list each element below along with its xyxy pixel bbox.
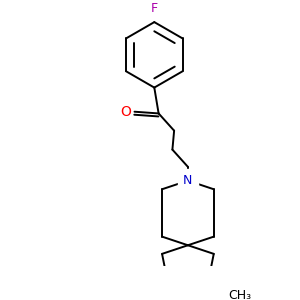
Text: N: N (183, 174, 193, 187)
Text: CH₃: CH₃ (228, 289, 251, 300)
Text: O: O (120, 105, 131, 119)
Text: F: F (151, 2, 158, 15)
